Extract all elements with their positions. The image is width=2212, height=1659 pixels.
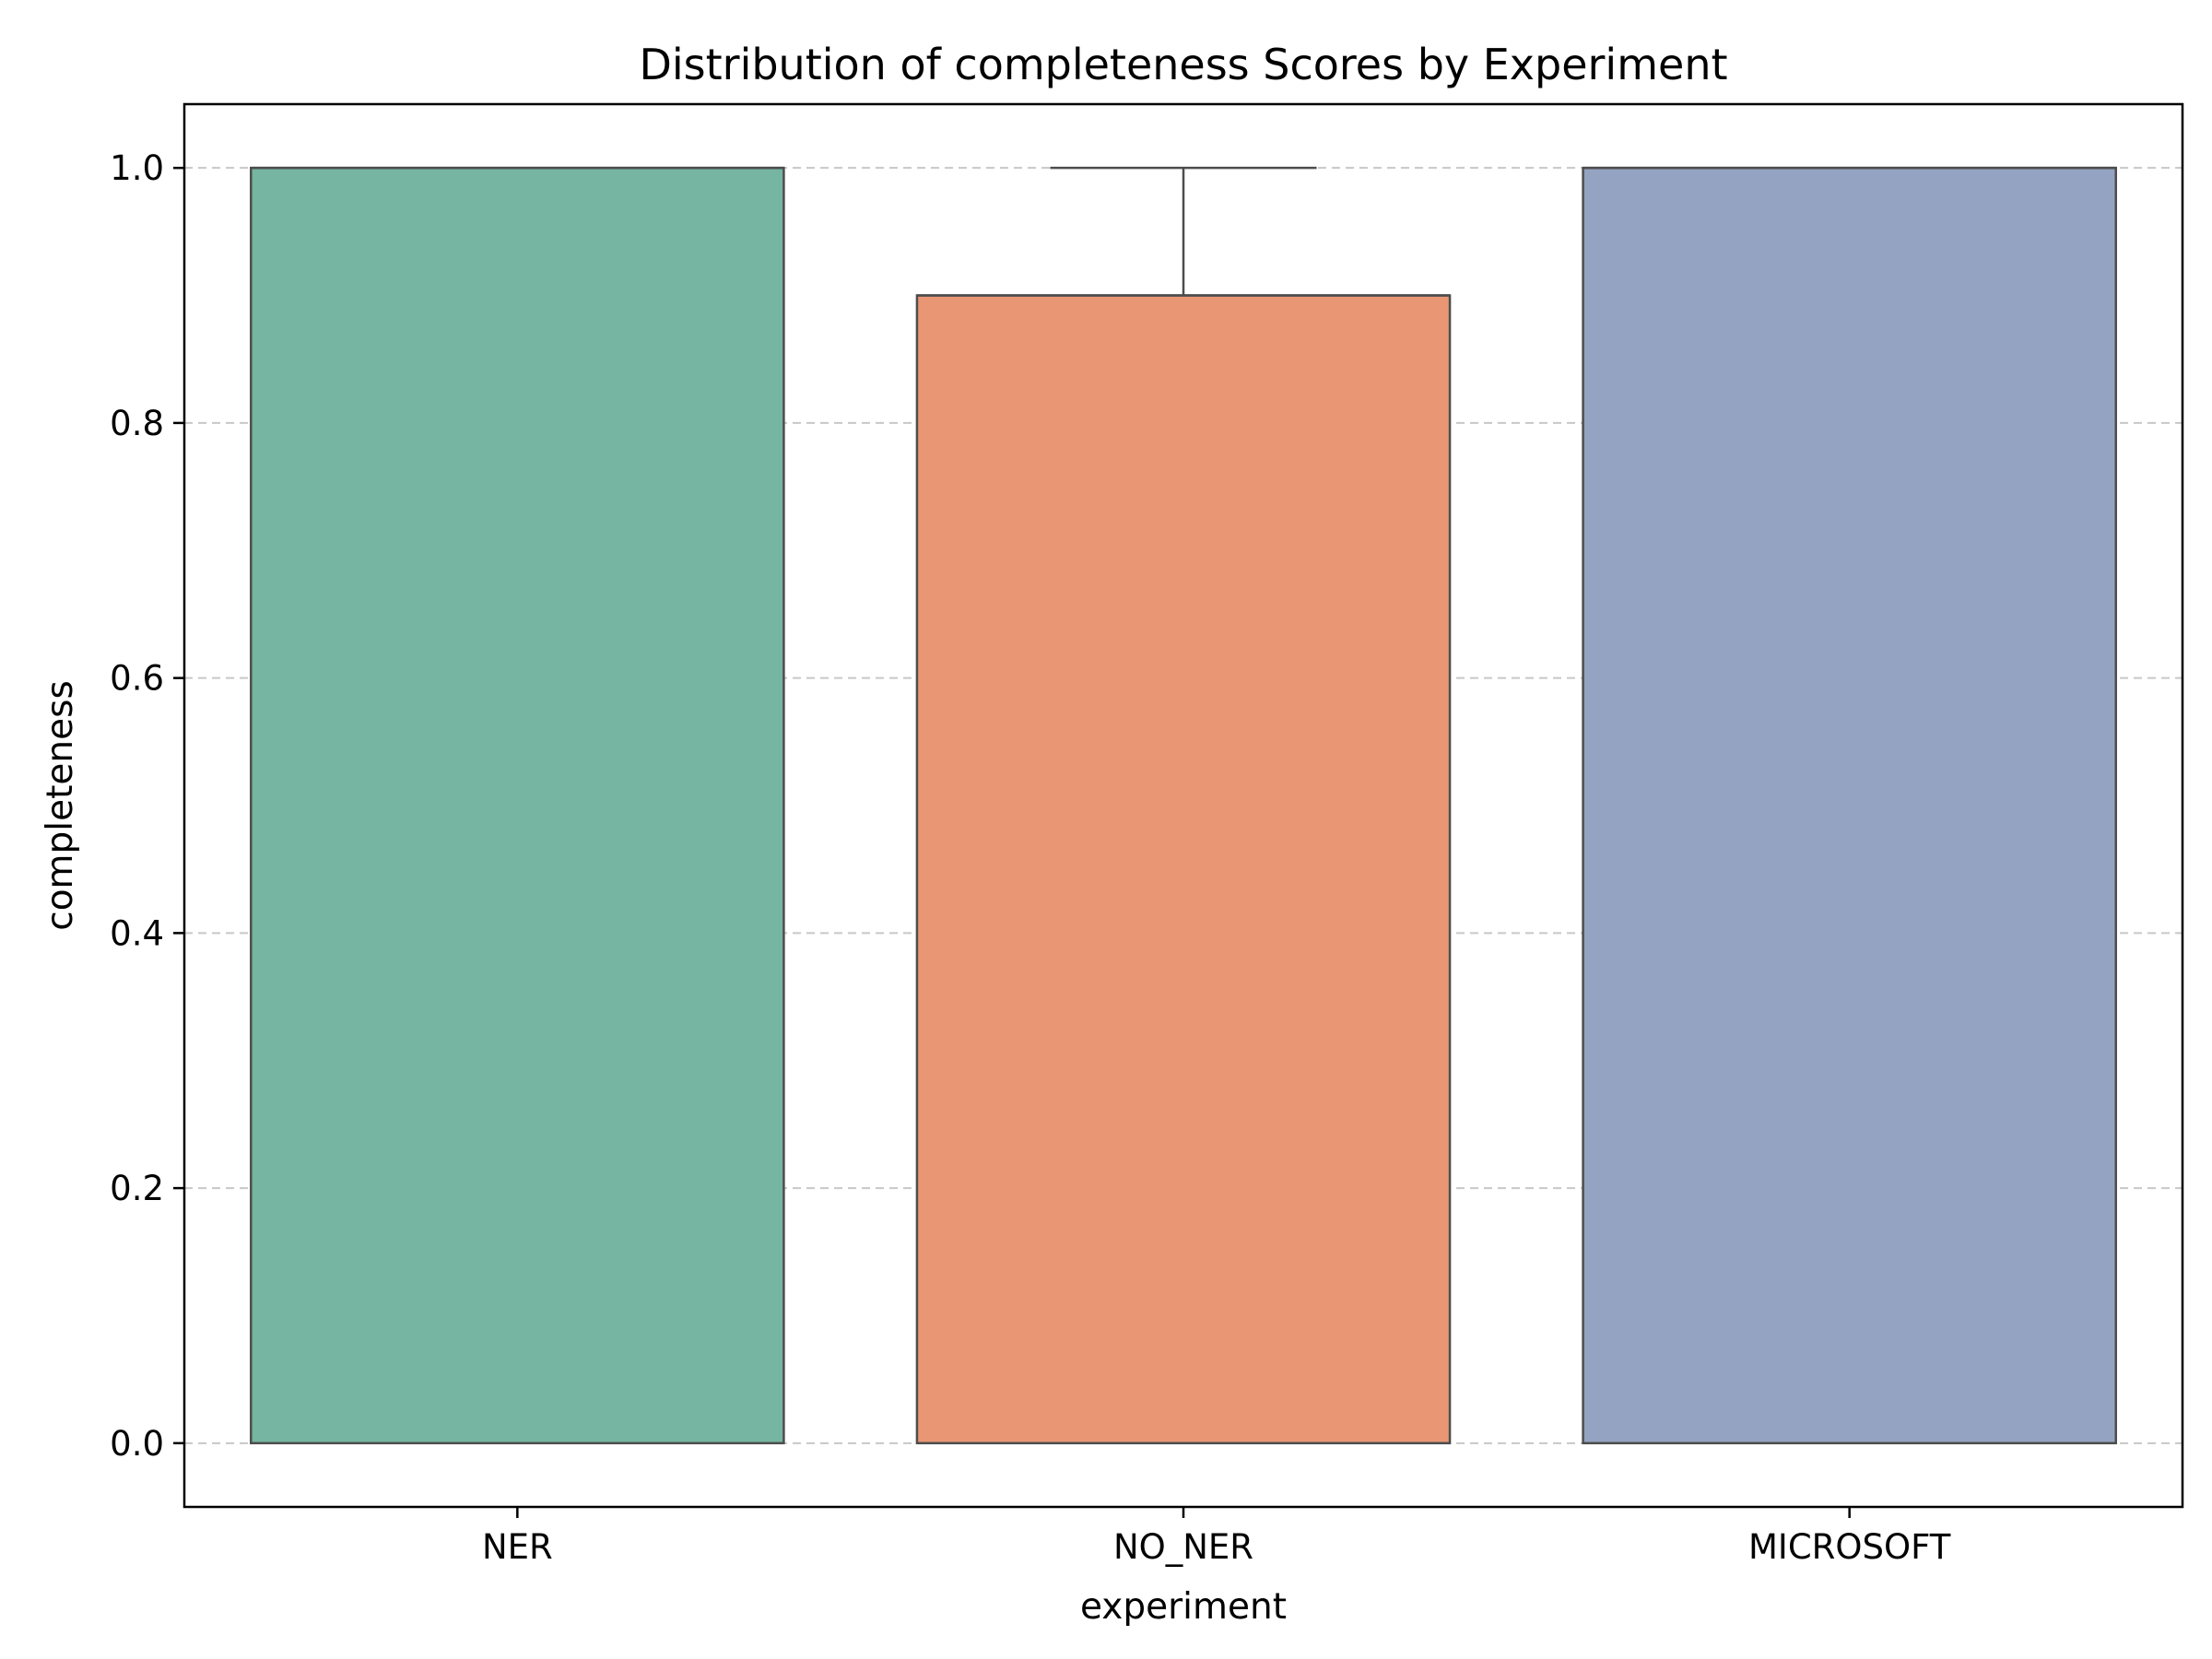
- x-tick-label: NO_NER: [1113, 1527, 1253, 1567]
- x-tick-label: MICROSOFT: [1748, 1527, 1951, 1567]
- x-axis-label: experiment: [1080, 1586, 1287, 1628]
- box-ner: [250, 166, 785, 1445]
- y-tick-label: 1.0: [110, 148, 164, 188]
- y-axis-label: completeness: [40, 680, 81, 931]
- box-microsoft: [1582, 166, 2117, 1445]
- y-tick-label: 0.0: [110, 1424, 164, 1464]
- tick-layer: 0.0 0.2 0.4 0.6 0.8 1.0 NER NO_NER MICROSOFT: [110, 148, 1951, 1567]
- y-tick-label: 0.2: [110, 1169, 164, 1208]
- chart-title: Distribution of completeness Scores by E…: [639, 40, 1727, 89]
- box-layer: [250, 166, 2117, 1445]
- box-no-ner: [915, 294, 1452, 1445]
- x-tick-label: NER: [482, 1527, 553, 1567]
- y-tick-label: 0.4: [110, 913, 164, 953]
- y-tick-label: 0.8: [110, 404, 164, 443]
- y-tick-label: 0.6: [110, 659, 164, 699]
